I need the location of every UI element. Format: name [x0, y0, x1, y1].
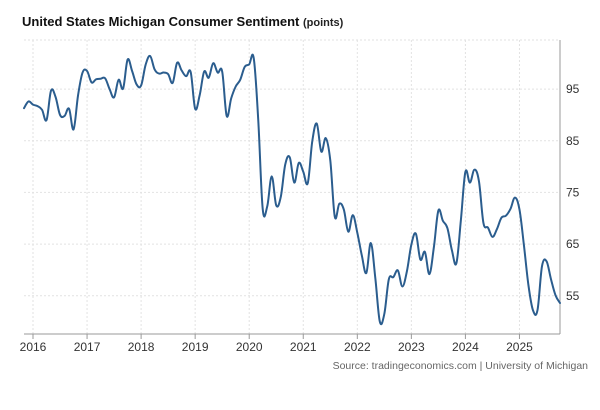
y-tick-label: 85	[566, 134, 580, 148]
series-layer	[23, 53, 561, 326]
x-tick-label: 2022	[344, 340, 371, 354]
axes	[24, 40, 561, 339]
chart-title-text: United States Michigan Consumer Sentimen…	[22, 14, 300, 29]
y-tick-label: 75	[566, 185, 580, 199]
y-tick-label: 65	[566, 237, 580, 251]
y-tick-label: 95	[566, 82, 580, 96]
chart-title-unit: (points)	[303, 17, 344, 29]
x-tick-label: 2018	[128, 340, 155, 354]
series-line	[23, 53, 561, 326]
x-tick-label: 2025	[506, 340, 533, 354]
x-tick-label: 2019	[182, 340, 209, 354]
x-tick-labels: 2016 2017 2018 2019 2020 2021 2022 2023 2024 2025	[20, 340, 533, 354]
chart-title: United States Michigan Consumer Sentimen…	[22, 14, 343, 29]
x-tick-label: 2021	[290, 340, 317, 354]
x-tick-label: 2023	[398, 340, 425, 354]
x-tick-label: 2024	[452, 340, 479, 354]
grid-lines	[24, 39, 560, 334]
y-tick-labels: 55 65 75 85 95	[566, 82, 580, 303]
x-tick-label: 2020	[236, 340, 263, 354]
source-note: Source: tradingeconomics.com | Universit…	[332, 360, 588, 372]
x-tick-label: 2016	[20, 340, 47, 354]
x-tick-label: 2017	[74, 340, 101, 354]
y-tick-label: 55	[566, 289, 580, 303]
